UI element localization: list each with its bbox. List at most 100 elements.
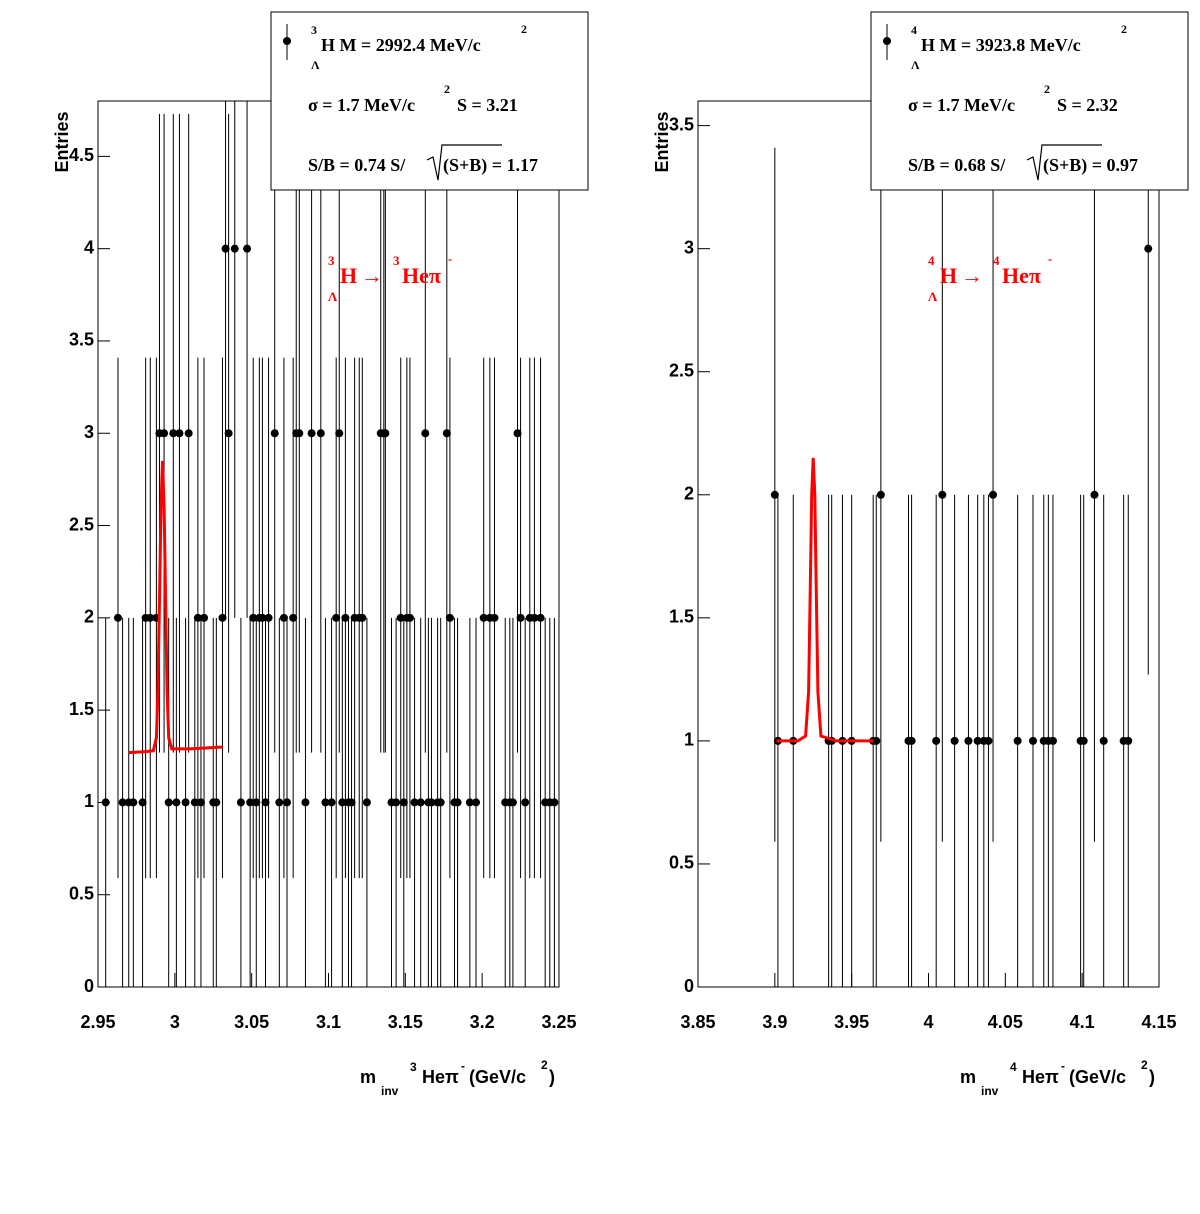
y-tick-label: 2 [84,607,94,627]
data-point [160,429,169,438]
data-point [164,798,173,807]
decay-annotation: Heπ [1002,263,1041,288]
legend-marker [283,37,291,45]
data-point [175,429,184,438]
y-tick-label: 1 [84,791,94,811]
legend-text: Λ [311,58,320,72]
data-point [321,798,330,807]
data-point [445,613,454,622]
data-point [964,736,973,745]
x-tick-label: 4.05 [988,1012,1023,1032]
x-tick-label: 2.95 [80,1012,115,1032]
x-tick-label: 4.15 [1141,1012,1176,1032]
data-point [938,490,947,499]
data-point [907,736,916,745]
data-point [146,613,155,622]
decay-annotation: → [961,263,983,288]
y-tick-label: 1.5 [669,607,694,627]
data-point [465,798,474,807]
data-point [113,613,122,622]
decay-annotation: Λ [328,289,338,304]
data-point [1124,736,1133,745]
legend-text: 3 [311,23,317,37]
data-point [416,798,425,807]
x-tick-label: 3.85 [680,1012,715,1032]
data-point [243,244,252,253]
data-point [196,798,205,807]
x-axis-label: - [1061,1059,1065,1073]
y-tick-label: 4.5 [69,145,94,165]
data-point [295,429,304,438]
data-point [332,613,341,622]
data-point [1099,736,1108,745]
x-tick-label: 3.25 [541,1012,576,1032]
decay-annotation: - [1048,251,1052,266]
x-axis-label: m [960,1067,976,1087]
x-axis-label: inv [381,1084,399,1098]
y-tick-label: 2.5 [69,514,94,534]
plot-frame [697,100,1160,988]
data-point [1048,736,1057,745]
decay-annotation: → [361,263,383,288]
legend-text: σ = 1.7 MeV/c [308,95,415,115]
x-tick-label: 3.9 [762,1012,787,1032]
y-tick-label: 2.5 [669,360,694,380]
data-point [427,798,436,807]
data-point [381,429,390,438]
y-tick-label: 3.5 [669,114,694,134]
legend-text: S = 3.21 [457,95,518,115]
data-point [932,736,941,745]
data-point [246,798,255,807]
y-tick-label: 1 [684,730,694,750]
data-point [258,613,267,622]
data-point [479,613,488,622]
data-point [410,798,419,807]
data-point [453,798,462,807]
legend-text: 2 [444,82,450,96]
y-tick-label: 2 [684,484,694,504]
data-point [405,613,414,622]
x-axis-label: (GeV/c [1069,1067,1126,1087]
data-point [984,736,993,745]
data-point [275,798,284,807]
x-axis-label: Heπ [1022,1067,1059,1087]
fit-curve [776,457,874,743]
decay-annotation: H [340,263,357,288]
x-tick-label: 3.15 [388,1012,423,1032]
data-point [1144,244,1153,253]
x-axis-label: - [461,1059,465,1073]
data-point [1013,736,1022,745]
data-point [307,429,316,438]
data-point [283,798,292,807]
data-point [200,613,209,622]
data-point [221,244,230,253]
data-point [973,736,982,745]
data-point [513,429,522,438]
x-tick-label: 3.05 [234,1012,269,1032]
y-tick-label: 0 [84,976,94,996]
data-point [472,798,481,807]
data-point [335,429,344,438]
x-axis-label: 3 [410,1060,417,1074]
data-point [190,798,199,807]
x-axis-label: 2 [541,1058,548,1072]
y-tick-label: 0.5 [669,853,694,873]
data-point [270,429,279,438]
legend-text: 4 [911,23,917,37]
data-point [989,490,998,499]
data-point [521,798,530,807]
data-point [261,798,270,807]
legend-text: H M = 3923.8 MeV/c [921,35,1081,55]
data-point [327,798,336,807]
decay-annotation: 3 [328,253,335,268]
x-axis-label: inv [981,1084,999,1098]
y-tick-label: 4 [84,237,94,257]
x-axis-label: m [360,1067,376,1087]
data-layer [101,101,559,987]
data-point [249,613,258,622]
sqrt-sign [426,144,502,181]
data-point [212,798,221,807]
legend-text: S/B = 0.74 S/ [308,155,406,175]
legend-text: 2 [1121,22,1127,36]
